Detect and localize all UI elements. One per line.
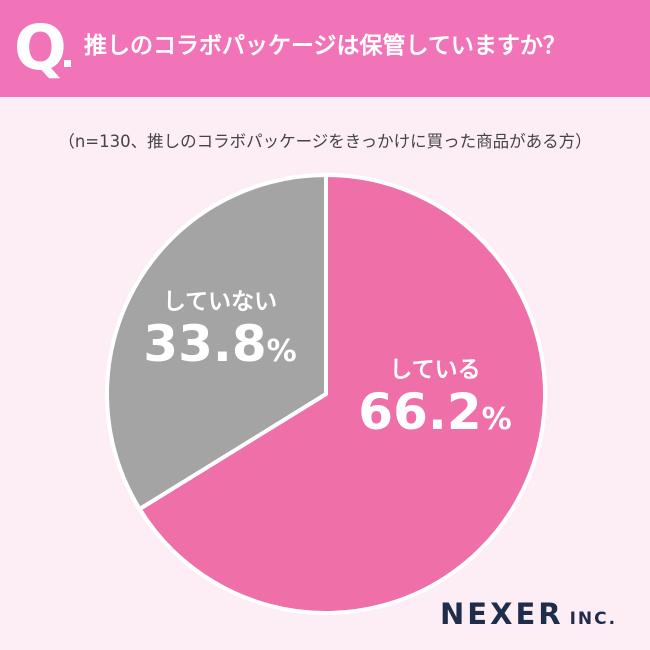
question-text: 推しのコラボパッケージは保管していますか？ — [84, 33, 566, 59]
q-dot — [64, 60, 71, 67]
nexer-logo: NEXER INC. — [440, 597, 618, 631]
slice-label-keeping: している 66.2% — [340, 350, 530, 448]
question-header: Q 推しのコラボパッケージは保管していますか？ — [0, 0, 650, 97]
slice-name: していない — [162, 289, 278, 315]
pie-slice-not-keeping — [105, 173, 328, 512]
q-mark: Q — [14, 11, 67, 84]
slice-value: 33.8% — [143, 315, 297, 373]
slice-value: 66.2% — [358, 383, 512, 441]
slice-name: している — [389, 357, 481, 383]
slice-label-not-keeping: していない 33.8% — [125, 282, 315, 380]
sample-note: （n=130、推しのコラボパッケージをきっかけに買った商品がある方） — [58, 132, 592, 151]
pie-slice-keeping — [137, 173, 547, 615]
